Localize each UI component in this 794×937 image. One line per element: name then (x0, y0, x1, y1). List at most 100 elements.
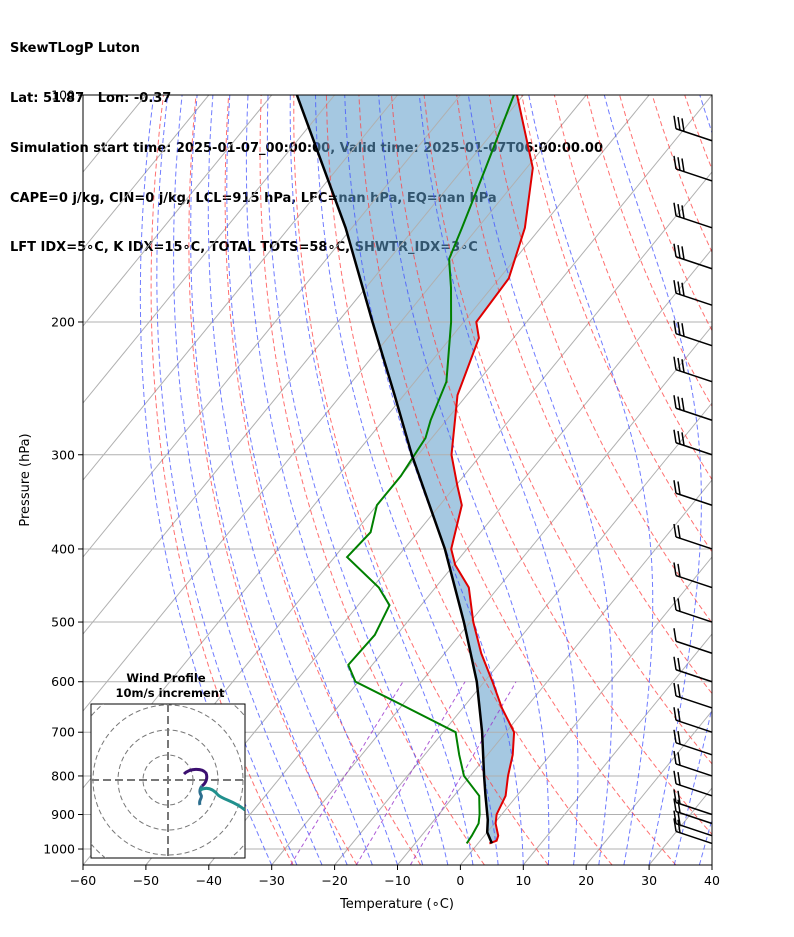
y-tick-label: 700 (51, 725, 75, 740)
temperature-line (450, 95, 534, 845)
moist-adiabat (139, 95, 273, 865)
wind-barb-feather (673, 789, 677, 803)
wind-barb (673, 770, 713, 797)
isotherm--90 (83, 95, 524, 635)
isotherm-20 (585, 710, 712, 865)
dry-adiabat (553, 95, 712, 481)
wind-barb-shaft (675, 783, 713, 797)
wind-barb-shaft (675, 574, 713, 589)
wind-barb-feather (681, 359, 685, 373)
moist-adiabat (378, 95, 550, 865)
x-axis-label: Temperature (∘C) (339, 897, 454, 912)
wind-barb (673, 798, 713, 825)
dry-adiabat (325, 95, 613, 865)
isotherm--160 (83, 95, 84, 96)
hodo-trace-low (199, 786, 245, 812)
dry-adiabat (651, 95, 712, 254)
moist-adiabat (698, 817, 712, 865)
wind-barb-feather (677, 771, 681, 786)
y-tick-label: 400 (51, 541, 75, 556)
wind-barb-feather (677, 430, 681, 445)
wind-barb (673, 155, 713, 182)
x-tick-label: −30 (259, 873, 285, 888)
dry-adiabat (750, 95, 794, 865)
moist-adiabat (245, 95, 424, 865)
wind-barb (673, 202, 713, 229)
x-tick-label: 0 (456, 873, 464, 888)
moist-adiabat (173, 95, 323, 865)
wind-barb-feather (673, 596, 677, 611)
wind-barb-shaft (675, 128, 713, 142)
cin-shading (296, 95, 533, 844)
moist-adiabat (156, 95, 298, 865)
dry-adiabat (488, 95, 712, 624)
y-tick-label: 1000 (43, 842, 75, 857)
wind-barb-shaft (675, 695, 713, 709)
wind-barb-shaft (675, 215, 713, 229)
wind-barb-feather (673, 628, 677, 642)
isotherm--110 (83, 95, 398, 481)
y-tick-label: 100 (51, 88, 75, 103)
dry-adiabat (717, 95, 794, 865)
wind-barb-shaft (675, 822, 713, 837)
moist-adiabat (289, 95, 474, 865)
y-tick-label: 500 (51, 615, 75, 630)
wind-barb-feather (677, 157, 681, 171)
wind-barb-feather (677, 731, 681, 745)
wind-barb-feather (673, 523, 677, 538)
moist-adiabat (190, 95, 348, 865)
wind-barb (673, 115, 713, 142)
moist-adiabat (673, 95, 712, 865)
dry-adiabat (224, 95, 422, 865)
wind-barb-shaft (675, 669, 713, 683)
isotherm--50 (145, 171, 712, 865)
wind-barb-feather (673, 480, 677, 494)
wind-barb-feather (673, 770, 677, 784)
isotherm-30 (648, 787, 712, 865)
dry-adiabat (259, 95, 485, 865)
wind-barb-feather (677, 116, 681, 131)
wind-barb-shaft (675, 256, 713, 270)
y-axis-label: Pressure (hPa) (18, 433, 33, 526)
x-tick-label: −20 (321, 873, 347, 888)
hodo-trace-upper (182, 767, 209, 788)
wind-barb-feather (681, 205, 685, 219)
wind-barb-shaft (675, 719, 713, 733)
wind-barb-feather (681, 397, 685, 411)
wind-barb (673, 682, 713, 709)
wind-barb-shaft (675, 442, 713, 456)
isotherm--120 (83, 95, 335, 404)
dry-adiabat (150, 95, 294, 865)
wind-barb-feather (673, 729, 677, 743)
wind-barb-shaft (675, 536, 713, 550)
wind-barb-shaft (675, 292, 713, 306)
dewpoint-line (345, 95, 515, 844)
wind-barb-shaft (675, 640, 713, 654)
isotherm--80 (83, 95, 587, 712)
y-tick-label: 200 (51, 314, 75, 329)
moist-adiabat (226, 95, 398, 865)
wind-barb (673, 729, 713, 756)
wind-barb (673, 320, 713, 347)
isotherm-10 (522, 633, 712, 865)
wind-barb-shaft (675, 763, 713, 777)
hodograph (91, 704, 245, 858)
wind-barb-feather (677, 811, 681, 826)
wind-barb-feather (673, 562, 677, 576)
wind-barb (673, 656, 713, 683)
wind-barb (673, 280, 713, 306)
moist-adiabat (315, 95, 499, 865)
wind-barb-feather (673, 429, 677, 443)
wind-barb-feather (673, 750, 677, 765)
wind-barb-feather (677, 357, 681, 372)
wind-barb (673, 480, 713, 506)
wind-barb (673, 628, 713, 654)
wind-barb-feather (677, 790, 681, 804)
wind-barb-feather (677, 203, 681, 218)
dry-adiabat (783, 95, 794, 865)
wind-barb-feather (677, 799, 681, 813)
chart-title: SkewTLogP Luton (10, 41, 140, 57)
x-tick-label: −60 (70, 873, 96, 888)
inset-title: Wind Profile (126, 671, 206, 685)
x-tick-label: −10 (384, 873, 410, 888)
